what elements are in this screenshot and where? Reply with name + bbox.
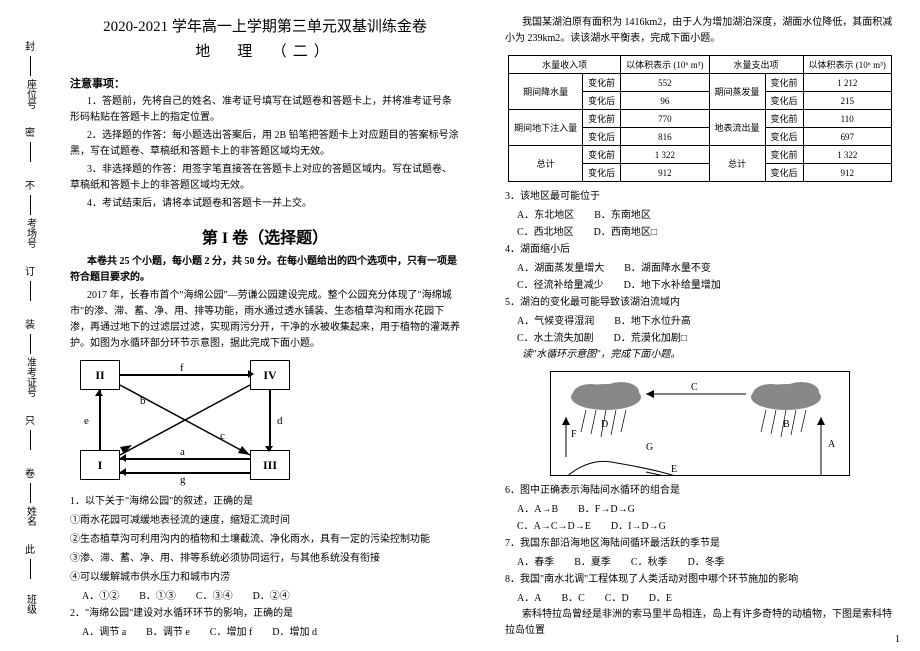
water-cycle-diagram: I II III IV f e a g d b c xyxy=(80,360,300,489)
q5-opt-2: C．水土流失加剧 D．荒漠化加剧□ xyxy=(505,330,895,347)
page-number: 1 xyxy=(895,634,900,645)
q4-opt-2: C．径流补给量减少 D．地下水补给量增加 xyxy=(505,277,895,294)
instruction-2: 2．选择题的作答：每小题选出答案后，用 2B 铅笔把答题卡上对应题目的答案标号涂… xyxy=(70,128,460,160)
instruction-1: 1．答题前，先将自己的姓名、准考证号填写在试题卷和答题卡上，并将准考证号条形码粘… xyxy=(70,94,460,126)
question-1: 1．以下关于"海绵公园"的叙述，正确的是 xyxy=(70,493,460,510)
question-4: 4．湖面缩小后 xyxy=(505,241,895,258)
right-intro: 我国某湖泊原有面积为 1416km2，由于人为增加湖泊深度，湖面水位降低，其面积… xyxy=(505,15,895,47)
svg-text:B: B xyxy=(783,419,790,430)
water-cycle-illustration: A B C D E F G 海洋 植物吸收 xyxy=(550,371,850,476)
question-5: 5．湖泊的变化最可能导致该湖泊流域内 xyxy=(505,294,895,311)
question-3: 3．该地区最可能位于 xyxy=(505,188,895,205)
part1-desc: 本卷共 25 个小题，每小题 2 分，共 50 分。在每小题给出的四个选项中，只… xyxy=(70,254,460,286)
instruction-3: 3．非选择题的作答：用签字笔直接答在答题卡上对应的答题区域内。写在试题卷、草稿纸… xyxy=(70,162,460,194)
q1-opt-4: ④可以缓解城市供水压力和城市内涝 xyxy=(70,569,460,586)
q8-choices: A．AB．CC．DD．E xyxy=(505,590,895,607)
q2-choices: A．调节 aB．调节 eC．增加 fD．增加 d xyxy=(70,624,460,641)
svg-text:A: A xyxy=(828,439,836,450)
side-seal: 密 xyxy=(25,124,35,162)
q1-opt-1: ①雨水花园可减缓地表径流的速度，缩短汇流时间 xyxy=(70,512,460,529)
part1-title: 第 I 卷（选择题） xyxy=(70,224,460,248)
q3-row-a: A．东北地区B．东南地区 xyxy=(505,207,895,224)
q1-choices: A．①②B．①③C．③④D．②④ xyxy=(70,588,460,605)
side-seat: 封 座位号 xyxy=(23,38,38,109)
svg-text:F: F xyxy=(571,429,577,440)
passage-3: 索科特拉岛曾经是非洲的索马里半岛相连，岛上有许多奇特的动植物，下图是索科特拉岛位… xyxy=(505,607,895,639)
side-bind: 订 xyxy=(25,263,35,301)
q5-opt-1: A．气候变得湿润 B．地下水位升高 xyxy=(505,313,895,330)
q6-row-2: C．A→C→D→ED．I→D→G xyxy=(505,518,895,535)
q7-choices: A．春季B．夏季C．秋季D．冬季 xyxy=(505,554,895,571)
exam-title: 2020-2021 学年高一上学期第三单元双基训练金卷 xyxy=(70,15,460,36)
side-this: 此 xyxy=(25,541,35,579)
svg-text:C: C xyxy=(691,382,698,393)
side-class: 班级 xyxy=(23,594,38,614)
q3-row-b: C．西北地区D．西南地区□ xyxy=(505,224,895,241)
q4-opt-1: A．湖面蒸发量增大 B．湖面降水量不变 xyxy=(505,260,895,277)
passage-2: 读"水循环示意图"，完成下面小题。 xyxy=(505,347,895,363)
side-only: 只 xyxy=(25,412,35,450)
side-id: 装 准考证号 xyxy=(23,316,38,397)
notice-heading: 注意事项： xyxy=(70,75,460,91)
right-column: 我国某湖泊原有面积为 1416km2，由于人为增加湖泊深度，湖面水位降低，其面积… xyxy=(480,0,920,651)
instruction-4: 4．考试结束后，请将本试题卷和答题卡一并上交。 xyxy=(70,196,460,212)
left-column: 2020-2021 学年高一上学期第三单元双基训练金卷 地 理 （二） 注意事项… xyxy=(60,0,480,651)
binding-margin: 封 座位号 密 不 考场号 订 装 准考证号 只 卷 姓名 此 班级 xyxy=(0,0,60,651)
question-8: 8．我国"南水北调"工程体现了人类活动对图中哪个环节施加的影响 xyxy=(505,571,895,588)
svg-text:D: D xyxy=(601,419,608,430)
passage-1: 2017 年，长春市首个"海绵公园"—劳谦公园建设完成。整个公园充分体现了"海绵… xyxy=(70,288,460,352)
question-6: 6．图中正确表示海陆间水循环的组合是 xyxy=(505,482,895,499)
q1-opt-3: ③渗、滞、蓄、净、用、排等系统必须协同运行，与其他系统没有衔接 xyxy=(70,550,460,567)
q6-row-1: A．A→BB．F→D→G xyxy=(505,501,895,518)
svg-text:G: G xyxy=(646,442,653,453)
q1-opt-2: ②生态植草沟可利用沟内的植物和土壤截流、净化雨水，具有一定的污染控制功能 xyxy=(70,531,460,548)
side-room: 不 考场号 xyxy=(23,177,38,248)
side-name: 卷 姓名 xyxy=(23,465,38,526)
subject-title: 地 理 （二） xyxy=(70,40,460,61)
question-7: 7．我国东部沿海地区海陆间循环最活跃的季节是 xyxy=(505,535,895,552)
svg-text:E: E xyxy=(671,464,677,475)
water-balance-table: 水量收入项 以体积表示 (10⁶ m³) 水量支出项 以体积表示 (10⁶ m³… xyxy=(508,55,892,182)
question-2: 2．"海绵公园"建设对水循环环节的影响，正确的是 xyxy=(70,605,460,622)
